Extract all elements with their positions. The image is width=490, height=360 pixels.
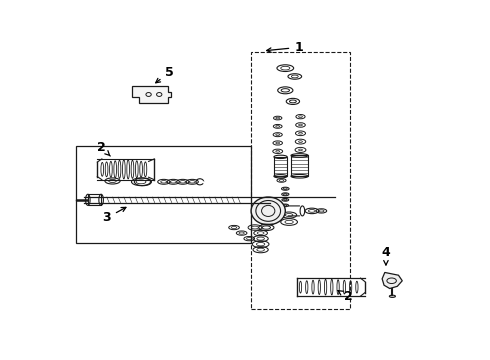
Text: 4: 4 [382, 246, 391, 265]
Text: 3: 3 [102, 207, 126, 224]
Text: 1: 1 [267, 41, 303, 54]
Bar [274, 157, 287, 176]
Bar [291, 156, 308, 176]
Polygon shape [382, 273, 402, 288]
Text: 5: 5 [156, 66, 174, 83]
Ellipse shape [251, 197, 285, 225]
Bar [76, 146, 251, 243]
Ellipse shape [390, 295, 395, 297]
Bar [251, 51, 350, 309]
Text: 2: 2 [97, 141, 110, 156]
Text: 2: 2 [338, 290, 352, 303]
Polygon shape [131, 86, 172, 103]
Bar [88, 194, 101, 205]
